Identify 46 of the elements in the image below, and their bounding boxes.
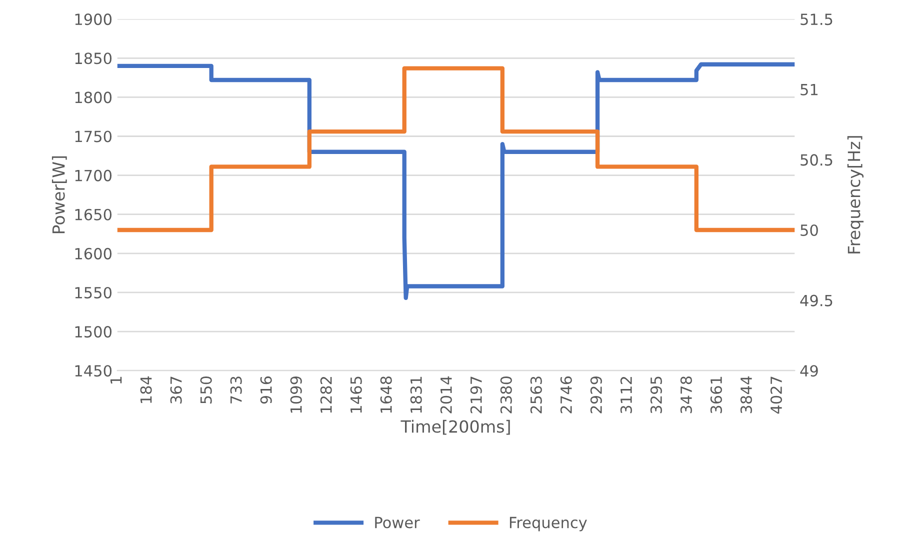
y-axis-title: Power[W]: [52, 156, 67, 234]
x-tick-label: 4027: [770, 376, 782, 414]
x-tick-label: 3478: [680, 376, 692, 414]
y-tick-label: 1550: [75, 286, 112, 299]
x-tick-label: 733: [230, 376, 242, 404]
x-tick-label: 3844: [740, 376, 752, 414]
x-tick-label: 1282: [320, 376, 332, 413]
y2-tick-label: 49.5: [800, 294, 832, 306]
x-tick-label: 1: [110, 376, 122, 384]
y-tick-label: 1700: [75, 170, 112, 182]
x-tick-label: 184: [140, 376, 152, 403]
legend-label: Frequency: [510, 516, 587, 532]
x-tick-label: 3112: [620, 376, 632, 414]
y-tick-label: 1500: [75, 326, 112, 338]
y-tick-label: 1650: [75, 208, 112, 220]
line-series: [117, 66, 795, 232]
x-tick-label: 550: [200, 376, 212, 404]
x-tick-label: 2380: [500, 376, 512, 414]
y2-tick-label: 50.5: [800, 154, 832, 166]
x-tick-label: 2746: [560, 376, 572, 414]
y2-tick-label: 49: [800, 365, 818, 377]
legend-label: Power: [375, 516, 420, 528]
y2-tick-label: 50: [800, 224, 818, 236]
y2-tick-label: 51.5: [800, 14, 832, 26]
y-tick-label: 1450: [75, 365, 112, 377]
x-tick-label: 1465: [350, 376, 362, 413]
x-tick-label: 3295: [650, 376, 662, 414]
x-tick-label: 2014: [440, 376, 452, 414]
x-tick-label: 1099: [290, 376, 302, 413]
x-axis-title: Time[200ms]: [400, 420, 510, 435]
y2-axis-title: Frequency[Hz]: [847, 136, 864, 254]
x-tick-label: 2563: [530, 376, 542, 414]
y2-tick-label: 51: [800, 84, 818, 96]
y-tick-label: 1600: [75, 248, 112, 260]
x-tick-label: 2197: [470, 376, 482, 414]
x-tick-label: 916: [260, 376, 272, 404]
y-tick-label: 1900: [75, 14, 112, 26]
y-tick-label: 1750: [75, 130, 112, 142]
x-tick-label: 1831: [410, 376, 422, 413]
x-tick-label: 3661: [710, 376, 722, 414]
x-tick-label: 1648: [380, 376, 392, 413]
x-tick-label: 2929: [590, 376, 602, 414]
y-tick-label: 1850: [75, 52, 112, 64]
line-series: [117, 62, 795, 300]
y-tick-label: 1800: [75, 92, 112, 104]
x-tick-label: 367: [170, 376, 182, 404]
